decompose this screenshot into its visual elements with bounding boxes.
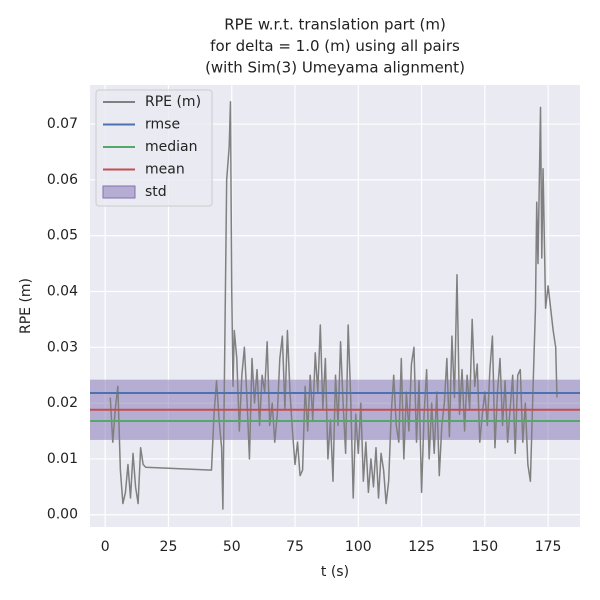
chart-title: (with Sim(3) Umeyama alignment) — [205, 59, 465, 77]
chart-title: for delta = 1.0 (m) using all pairs — [210, 37, 460, 55]
chart-title: RPE w.r.t. translation part (m) — [224, 16, 446, 34]
x-tick-label: 25 — [160, 539, 178, 555]
y-tick-label: 0.04 — [47, 283, 78, 299]
legend-label: mean — [145, 162, 185, 178]
x-tick-label: 0 — [101, 539, 110, 555]
y-axis-label: RPE (m) — [18, 278, 34, 334]
x-tick-label: 75 — [286, 539, 304, 555]
legend-label: median — [145, 139, 197, 155]
rpe-line — [109, 100, 558, 510]
legend-box — [95, 89, 213, 207]
y-tick-label: 0.00 — [47, 507, 78, 523]
labels: RPE w.r.t. translation part (m) for delta… — [18, 16, 561, 581]
x-axis-label: t (s) — [321, 564, 349, 580]
legend-label: std — [145, 184, 167, 200]
y-tick-label: 0.03 — [47, 339, 78, 355]
x-tick-label: 50 — [223, 539, 241, 555]
x-tick-label: 175 — [535, 539, 562, 555]
legend-swatch — [102, 185, 136, 199]
x-tick-label: 100 — [345, 539, 372, 555]
x-tick-label: 150 — [471, 539, 498, 555]
y-tick-label: 0.02 — [47, 395, 78, 411]
legend-label: RPE (m) — [145, 94, 201, 110]
y-tick-label: 0.06 — [47, 172, 78, 188]
y-tick-label: 0.05 — [47, 228, 78, 244]
legend-label: rmse — [145, 117, 180, 133]
y-tick-label: 0.07 — [47, 116, 78, 132]
x-tick-label: 125 — [408, 539, 435, 555]
marks — [90, 100, 580, 510]
y-tick-label: 0.01 — [47, 451, 78, 467]
